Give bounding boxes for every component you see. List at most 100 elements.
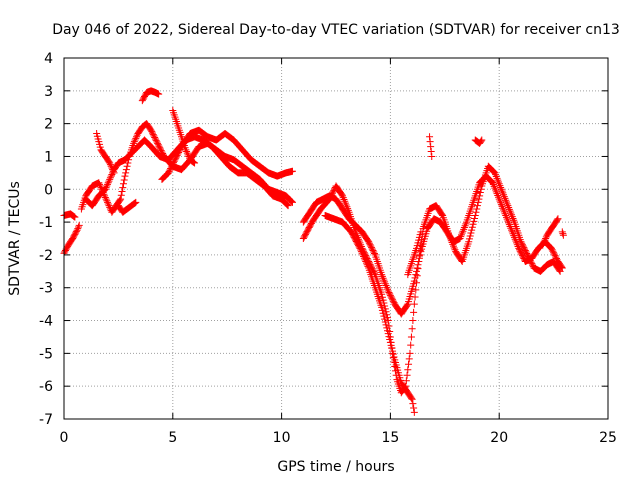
data-point xyxy=(363,261,371,269)
data-point xyxy=(147,126,155,134)
data-point xyxy=(104,180,112,188)
data-point xyxy=(328,189,336,197)
data-point xyxy=(381,305,389,313)
data-point xyxy=(387,293,395,301)
data-point xyxy=(495,180,503,188)
data-point xyxy=(171,156,179,164)
data-point xyxy=(155,142,163,150)
data-point xyxy=(385,288,393,296)
data-point xyxy=(175,147,183,155)
data-point xyxy=(555,266,563,274)
data-point xyxy=(404,366,412,374)
data-point xyxy=(386,291,394,299)
data-point xyxy=(497,183,505,191)
data-point xyxy=(284,202,292,210)
data-point xyxy=(412,286,420,294)
data-point xyxy=(288,167,296,175)
data-point xyxy=(130,199,138,207)
y-tick-label: 4 xyxy=(44,51,53,67)
data-point xyxy=(358,249,366,257)
y-tick-label: -4 xyxy=(39,314,53,330)
data-point xyxy=(518,250,526,258)
data-point xyxy=(499,189,507,197)
data-point xyxy=(104,198,112,206)
data-point xyxy=(132,198,140,206)
x-tick-label: 25 xyxy=(599,430,617,446)
data-point xyxy=(131,199,139,207)
data-point xyxy=(388,344,396,352)
data-point xyxy=(73,226,81,234)
x-tick-label: 10 xyxy=(273,430,291,446)
data-point xyxy=(71,213,79,221)
x-tick-label: 15 xyxy=(381,430,399,446)
data-point xyxy=(124,159,132,167)
data-point xyxy=(329,188,337,196)
data-point xyxy=(517,249,525,257)
data-point xyxy=(148,129,156,137)
data-point xyxy=(472,208,480,216)
data-point xyxy=(357,246,365,254)
data-point xyxy=(405,355,413,363)
data-point xyxy=(381,278,389,286)
data-point xyxy=(151,133,159,141)
data-point xyxy=(166,166,174,174)
data-point xyxy=(492,171,500,179)
data-point xyxy=(407,341,415,349)
data-point xyxy=(412,271,420,279)
data-point xyxy=(492,173,500,181)
data-point xyxy=(457,233,465,241)
data-point xyxy=(344,206,352,214)
data-point xyxy=(102,195,110,203)
data-point xyxy=(156,145,164,153)
data-point xyxy=(493,174,501,182)
data-point xyxy=(456,235,464,242)
data-point xyxy=(383,324,391,332)
data-point xyxy=(478,136,486,144)
data-point xyxy=(183,148,191,156)
data-point xyxy=(508,211,516,219)
data-point xyxy=(109,166,117,174)
data-point xyxy=(148,128,156,136)
data-point xyxy=(502,196,510,204)
data-point xyxy=(493,190,501,198)
data-point xyxy=(559,231,567,239)
data-point xyxy=(522,248,530,256)
data-point xyxy=(521,245,529,253)
data-point xyxy=(446,233,454,241)
data-point xyxy=(495,195,503,203)
data-point xyxy=(382,282,390,290)
data-point xyxy=(380,276,388,284)
data-point xyxy=(360,254,368,262)
data-point xyxy=(151,135,159,143)
data-point xyxy=(384,330,392,338)
data-point xyxy=(413,279,421,287)
data-point xyxy=(406,349,414,357)
data-point xyxy=(369,247,377,255)
data-point xyxy=(96,182,104,190)
data-point xyxy=(494,178,502,186)
data-point xyxy=(107,172,115,180)
data-point xyxy=(519,253,527,261)
data-point xyxy=(185,152,193,160)
data-point xyxy=(494,176,502,184)
data-point xyxy=(408,325,416,333)
data-point xyxy=(438,210,446,218)
data-point xyxy=(505,219,513,227)
data-point xyxy=(417,228,425,236)
y-tick-label: -2 xyxy=(39,248,53,264)
data-point xyxy=(389,347,397,355)
data-point xyxy=(383,314,391,322)
data-point xyxy=(365,239,373,247)
data-point xyxy=(123,162,131,170)
data-point xyxy=(364,262,372,270)
data-point xyxy=(389,296,397,304)
data-point xyxy=(381,302,389,310)
data-point xyxy=(474,198,482,206)
data-point xyxy=(359,251,367,259)
data-point xyxy=(475,195,483,203)
data-point xyxy=(497,201,505,209)
data-point xyxy=(504,217,512,225)
data-point xyxy=(103,182,111,190)
data-point xyxy=(426,133,434,141)
data-point xyxy=(356,244,364,252)
